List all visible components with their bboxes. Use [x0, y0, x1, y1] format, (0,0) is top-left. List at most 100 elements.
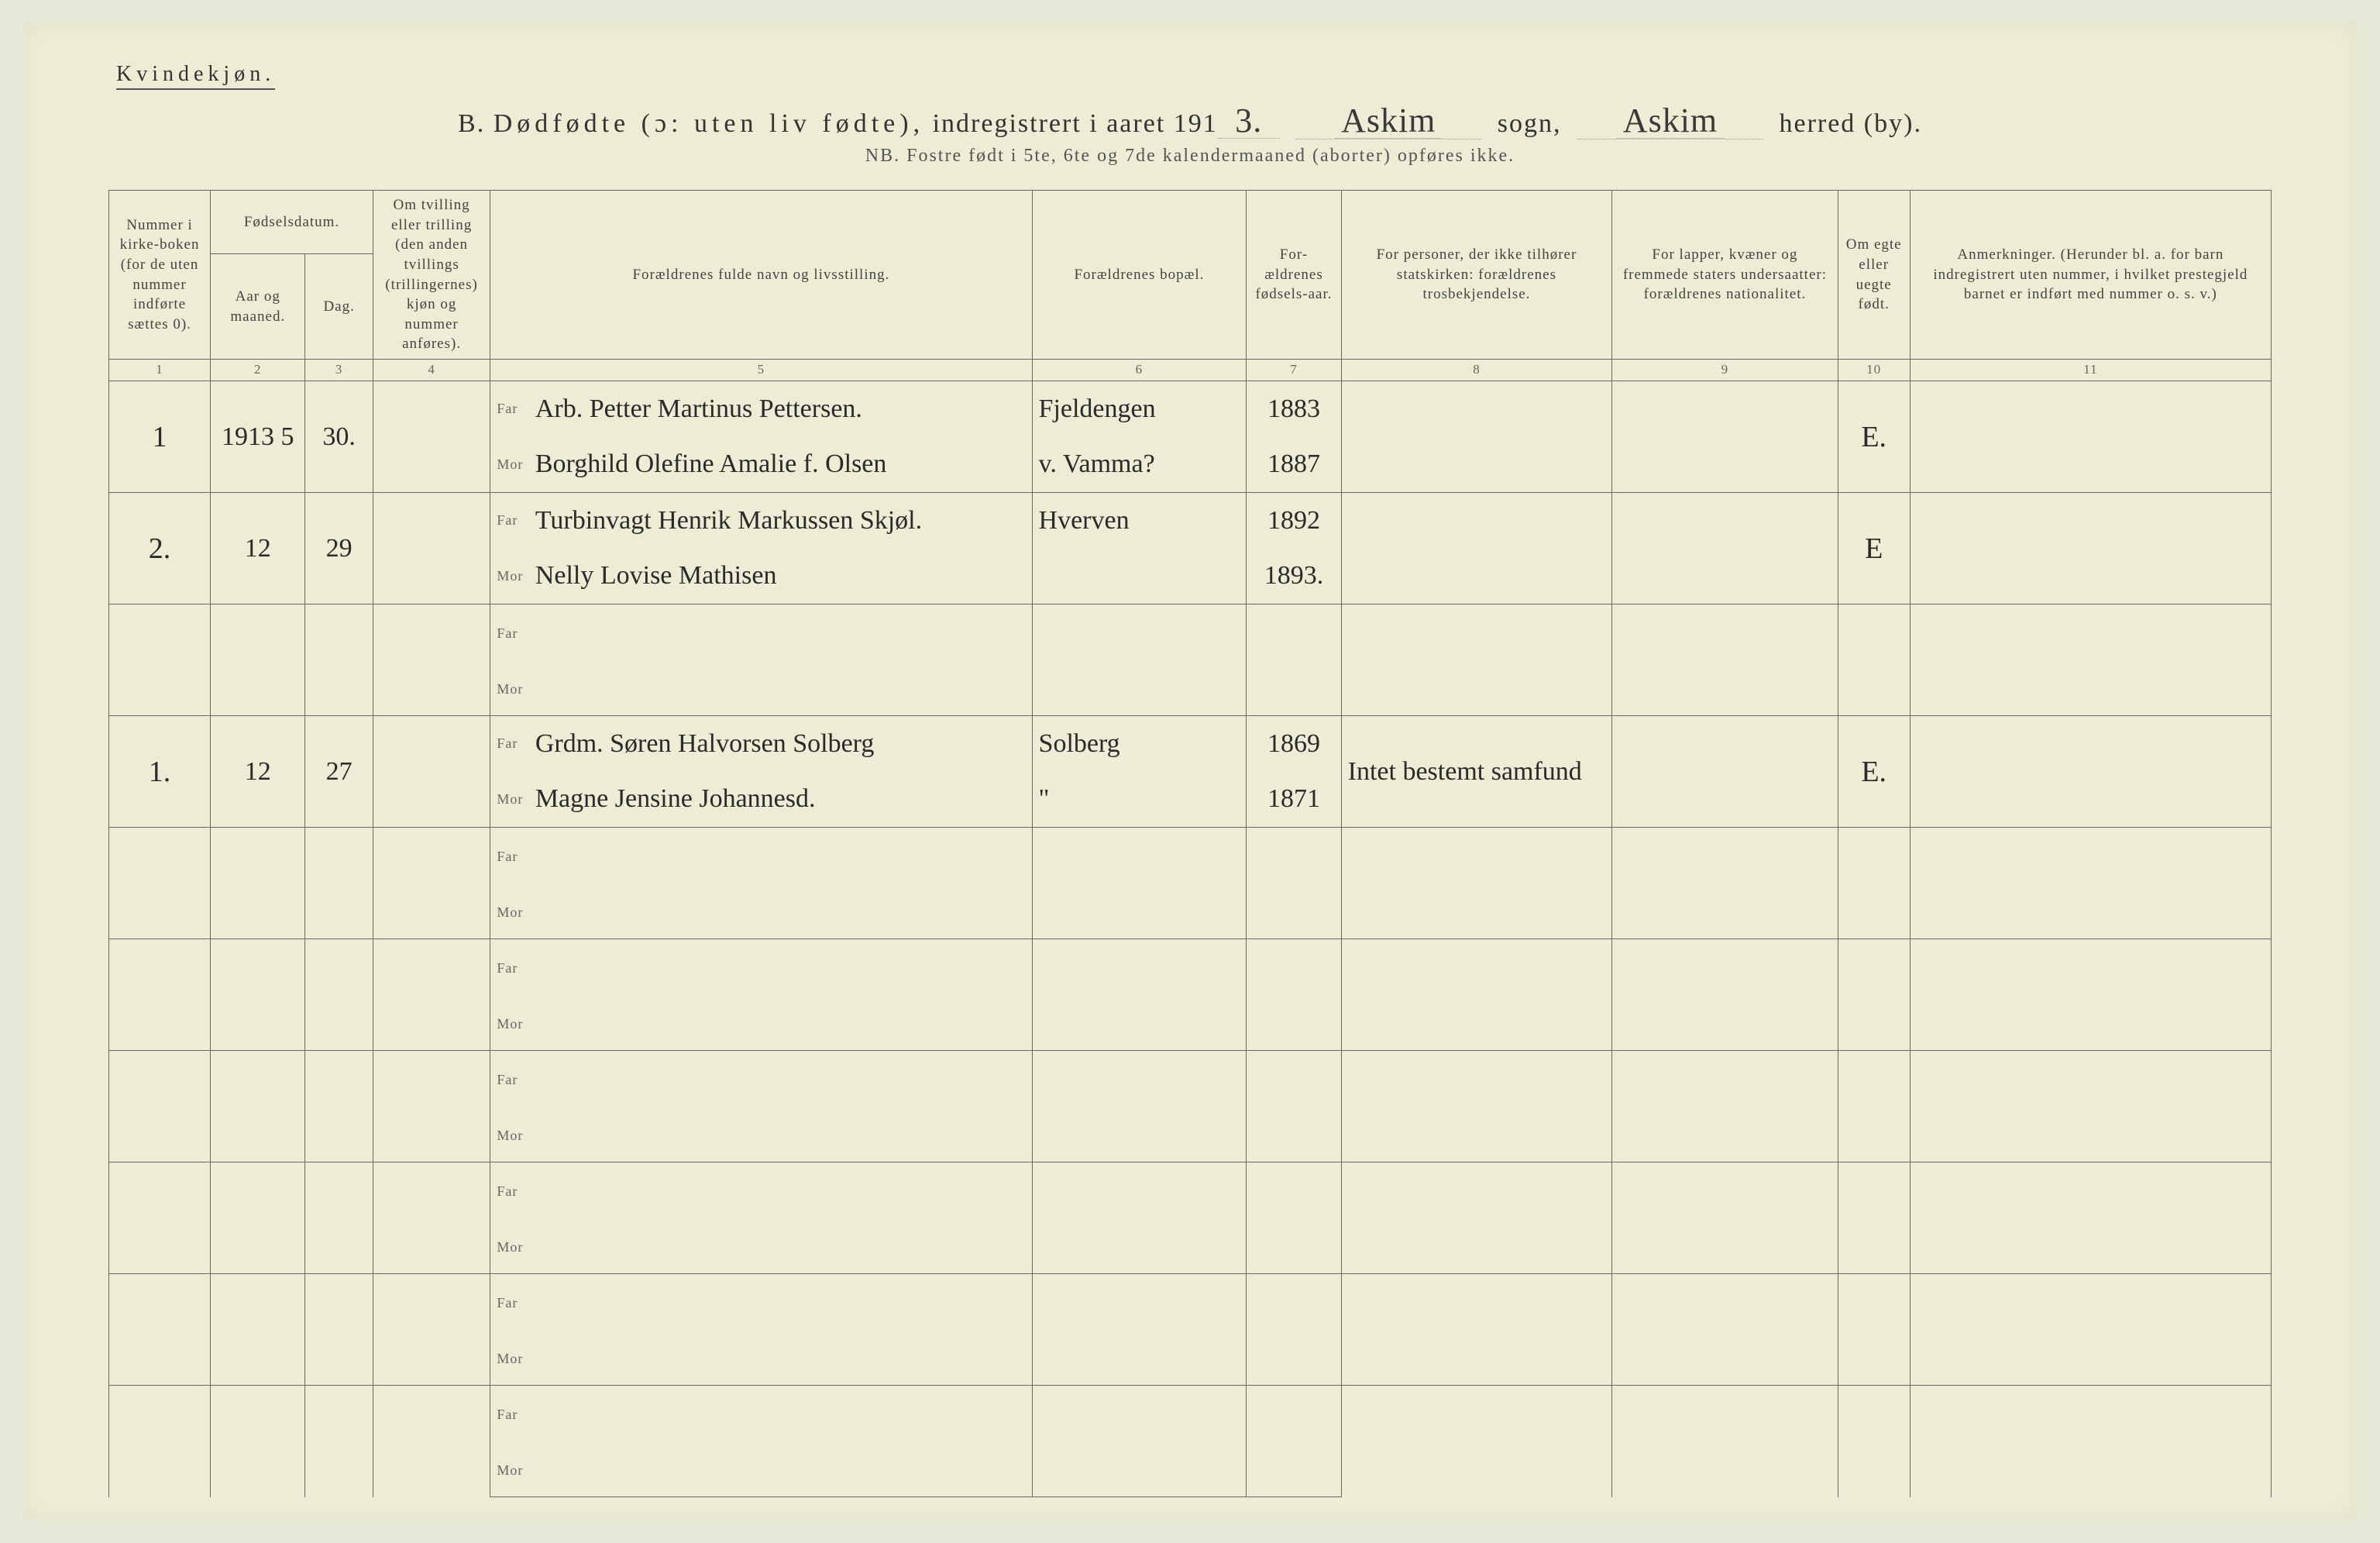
- cell-day: [305, 828, 373, 939]
- colnum: 1: [109, 360, 211, 381]
- cell-twin: [373, 1386, 490, 1497]
- cell-far-bopel: [1032, 1051, 1247, 1107]
- cell-egte: [1838, 604, 1910, 716]
- colnum: 6: [1032, 360, 1247, 381]
- cell-far-name: Far: [490, 828, 1032, 883]
- cell-mor-name: Mor: [490, 1441, 1032, 1497]
- cell-far-year: 1892: [1247, 493, 1341, 549]
- blank-sogn: Askim: [1295, 104, 1481, 139]
- sogn-value: Askim: [1335, 104, 1442, 139]
- cell-far-name: Far: [490, 1162, 1032, 1218]
- cell-far-year: [1247, 1274, 1341, 1330]
- cell-twin: [373, 1162, 490, 1274]
- cell-nat: [1612, 1274, 1838, 1386]
- cell-twin: [373, 939, 490, 1051]
- register-page: Kvindekjøn. B. Dødfødte (ɔ: uten liv fød…: [23, 23, 2357, 1520]
- cell-egte: [1838, 1162, 1910, 1274]
- cell-twin: [373, 1274, 490, 1386]
- cell-mor-bopel: [1032, 1218, 1247, 1274]
- cell-tros: [1341, 1274, 1612, 1386]
- col-header-1: Nummer i kirke-boken (for de uten nummer…: [109, 191, 211, 360]
- cell-far-year: [1247, 1162, 1341, 1218]
- register-table: Nummer i kirke-boken (for de uten nummer…: [108, 190, 2272, 1497]
- cell-far-year: [1247, 939, 1341, 995]
- cell-anm: [1910, 716, 2271, 828]
- table-row: Far: [109, 828, 2272, 883]
- cell-egte: E.: [1838, 381, 1910, 493]
- cell-number: [109, 939, 211, 1051]
- cell-far-name: Far Turbinvagt Henrik Markussen Skjøl.: [490, 493, 1032, 549]
- cell-number: [109, 1386, 211, 1497]
- col-header-11: Anmerkninger. (Herunder bl. a. for barn …: [1910, 191, 2271, 360]
- cell-year-month: 12: [211, 493, 305, 604]
- table-row: 1.1227Far Grdm. Søren Halvorsen SolbergS…: [109, 716, 2272, 772]
- cell-mor-bopel: [1032, 1107, 1247, 1162]
- cell-anm: [1910, 1386, 2271, 1497]
- cell-twin: [373, 1051, 490, 1162]
- cell-egte: [1838, 1386, 1910, 1497]
- cell-day: [305, 1162, 373, 1274]
- table-head: Nummer i kirke-boken (for de uten nummer…: [109, 191, 2272, 381]
- form-header: B. Dødfødte (ɔ: uten liv fødte), indregi…: [108, 104, 2272, 139]
- cell-tros: Intet bestemt samfund: [1341, 716, 1612, 828]
- cell-far-year: [1247, 828, 1341, 883]
- colnum: 2: [211, 360, 305, 381]
- cell-number: 1: [109, 381, 211, 493]
- cell-number: [109, 1051, 211, 1162]
- cell-year-month: [211, 828, 305, 939]
- cell-far-bopel: Solberg: [1032, 716, 1247, 772]
- cell-twin: [373, 604, 490, 716]
- cell-nat: [1612, 381, 1838, 493]
- cell-nat: [1612, 493, 1838, 604]
- column-numbers-row: 1 2 3 4 5 6 7 8 9 10 11: [109, 360, 2272, 381]
- header-year-suffix: 3.: [1218, 104, 1280, 139]
- cell-tros: [1341, 604, 1612, 716]
- cell-day: [305, 1274, 373, 1386]
- cell-mor-name: Mor Magne Jensine Johannesd.: [490, 772, 1032, 828]
- cell-day: 30.: [305, 381, 373, 493]
- cell-mor-bopel: ": [1032, 772, 1247, 828]
- cell-anm: [1910, 939, 2271, 1051]
- cell-year-month: [211, 1162, 305, 1274]
- cell-far-name: Far Arb. Petter Martinus Pettersen.: [490, 381, 1032, 437]
- cell-anm: [1910, 604, 2271, 716]
- cell-nat: [1612, 1051, 1838, 1162]
- table-row: 2.1229Far Turbinvagt Henrik Markussen Sk…: [109, 493, 2272, 549]
- cell-tros: [1341, 939, 1612, 1051]
- cell-nat: [1612, 716, 1838, 828]
- col-header-9: For lapper, kvæner og fremmede staters u…: [1612, 191, 1838, 360]
- cell-tros: [1341, 1386, 1612, 1497]
- cell-mor-bopel: v. Vamma?: [1032, 437, 1247, 493]
- cell-far-year: 1869: [1247, 716, 1341, 772]
- cell-mor-name: Mor: [490, 883, 1032, 939]
- cell-number: [109, 1162, 211, 1274]
- cell-mor-year: [1247, 660, 1341, 716]
- cell-far-bopel: [1032, 939, 1247, 995]
- col-header-6: Forældrenes bopæl.: [1032, 191, 1247, 360]
- cell-mor-year: 1893.: [1247, 549, 1341, 604]
- cell-number: 2.: [109, 493, 211, 604]
- sogn-label: sogn,: [1498, 109, 1562, 138]
- cell-egte: [1838, 828, 1910, 939]
- colnum: 9: [1612, 360, 1838, 381]
- cell-nat: [1612, 828, 1838, 939]
- cell-tros: [1341, 381, 1612, 493]
- cell-anm: [1910, 493, 2271, 604]
- cell-nat: [1612, 604, 1838, 716]
- colnum: 5: [490, 360, 1032, 381]
- cell-mor-bopel: [1032, 660, 1247, 716]
- table-row: Far: [109, 939, 2272, 995]
- col-header-8: For personer, der ikke tilhører statskir…: [1341, 191, 1612, 360]
- cell-mor-year: 1887: [1247, 437, 1341, 493]
- cell-tros: [1341, 1051, 1612, 1162]
- cell-mor-name: Mor: [490, 1218, 1032, 1274]
- colnum: 4: [373, 360, 490, 381]
- colnum: 7: [1247, 360, 1341, 381]
- cell-mor-bopel: [1032, 549, 1247, 604]
- cell-mor-name: Mor: [490, 1107, 1032, 1162]
- cell-nat: [1612, 939, 1838, 1051]
- cell-nat: [1612, 1386, 1838, 1497]
- blank-herred: Askim: [1577, 104, 1763, 139]
- cell-anm: [1910, 1162, 2271, 1274]
- cell-year-month: [211, 1386, 305, 1497]
